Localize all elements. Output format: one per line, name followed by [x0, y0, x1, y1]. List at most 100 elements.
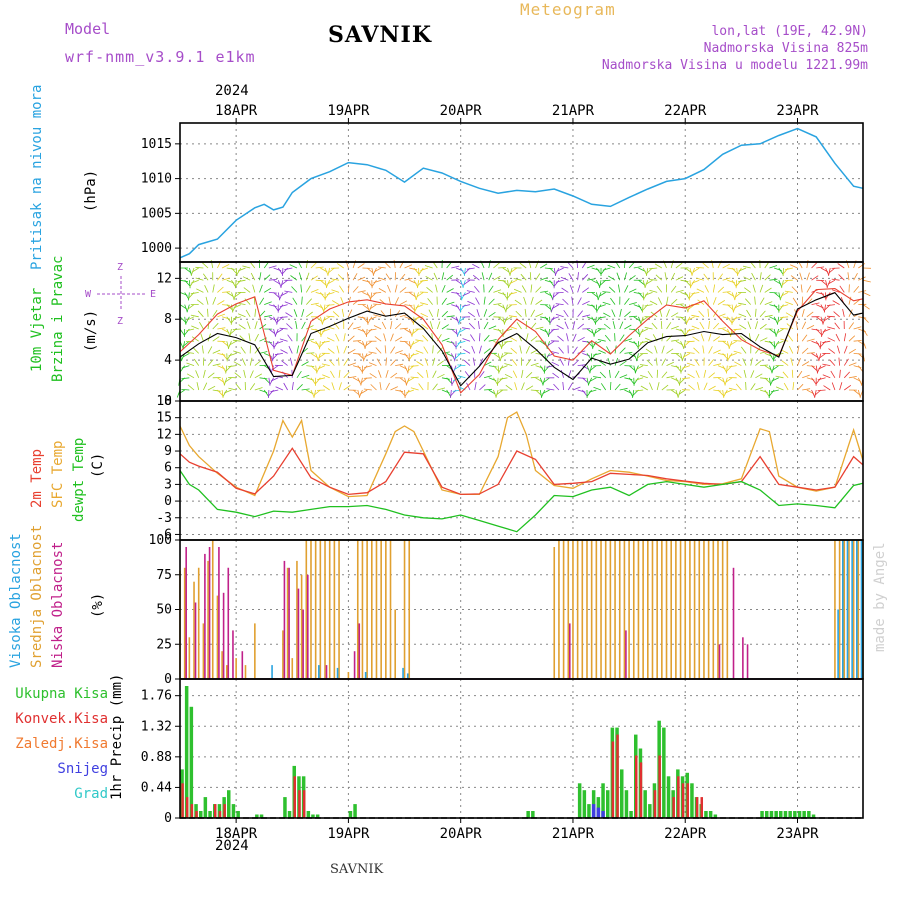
wind-arrow [268, 328, 276, 335]
wind-arrow [582, 377, 589, 384]
wind-arrow [702, 262, 709, 269]
meteogram-label: Meteogram [520, 0, 616, 19]
precip-bar [302, 790, 306, 818]
wind-arrow [437, 373, 445, 379]
precip-bar [255, 814, 259, 818]
wind-arrow [684, 279, 691, 287]
top-day-label: 21APR [552, 103, 595, 119]
wind-arrow [463, 279, 471, 286]
wind-arrow [422, 335, 429, 342]
wind-arrow [310, 275, 318, 281]
wind-arrow [551, 361, 560, 366]
wind-arrow [479, 371, 485, 379]
wind-arrow [540, 316, 549, 319]
wind-arrow [460, 280, 464, 288]
wind-arrow [343, 385, 351, 391]
wind-arrow [647, 370, 653, 379]
wind-arrow [433, 272, 438, 281]
wind-arrow [769, 328, 777, 335]
wind-arrow [535, 389, 542, 396]
wind-arrow [640, 328, 648, 333]
wind-arrow [273, 292, 280, 299]
wind-arrow [352, 389, 360, 396]
wind-arrow [322, 385, 330, 391]
wind-arrow [301, 321, 306, 330]
top-day-label: 22APR [664, 103, 707, 119]
y-tick-label: 0 [164, 494, 172, 509]
precip-bar [315, 814, 320, 818]
wind-arrow [310, 377, 316, 385]
wind-arrow [326, 304, 335, 306]
wind-arrow [535, 353, 544, 356]
wind-arrow [273, 316, 278, 325]
wind-arrow [591, 292, 599, 298]
wind-arrow [295, 321, 298, 330]
wind-arrow [339, 285, 345, 293]
wind-arrow [853, 389, 861, 396]
model-label: Model [65, 20, 111, 38]
wind-arrow [586, 389, 592, 397]
wind-arrow [483, 361, 492, 366]
wind-arrow [544, 316, 551, 324]
wind-arrow [703, 369, 707, 378]
wind-arrow [675, 377, 681, 385]
wind-arrow [722, 353, 729, 360]
wind-arrow [446, 274, 454, 281]
wind-arrow [362, 328, 368, 337]
wind-arrow [207, 321, 210, 330]
wind-arrow [361, 365, 368, 373]
wind-arrow [683, 341, 686, 350]
wind-arrow [212, 297, 217, 305]
wind-arrow [467, 311, 475, 318]
wind-arrow [411, 340, 419, 346]
wind-arrow [735, 280, 738, 289]
wind-arrow [842, 308, 845, 317]
wind-arrow [441, 297, 447, 305]
wind-arrow [645, 348, 653, 354]
y-tick-label: 8 [164, 312, 172, 327]
wind-arrow [827, 337, 836, 342]
wind-arrow [269, 377, 274, 385]
wind-arrow [646, 359, 653, 366]
wind-arrow [582, 314, 591, 318]
wind-arrow [384, 262, 391, 269]
top-day-label: 18APR [215, 103, 258, 119]
precip-bar [807, 811, 811, 818]
wind-arrow [568, 273, 574, 281]
wind-arrow [348, 362, 357, 366]
wind-arrow [310, 302, 319, 305]
wind-arrow [811, 275, 819, 281]
wind-arrow [589, 365, 597, 371]
wind-arrow [521, 382, 525, 391]
wind-arrow [335, 333, 340, 342]
wind-arrow [735, 383, 742, 391]
wind-arrow [454, 353, 457, 362]
wind-arrow [357, 365, 363, 373]
wind-arrow [595, 316, 597, 325]
wind-arrow [556, 267, 564, 272]
wind-arrow [395, 363, 404, 366]
wind-arrow [802, 374, 810, 379]
y-tick-label: 50 [156, 603, 172, 618]
wind-arrow [682, 365, 691, 369]
elevation-label: Nadmorska Visina 825m [703, 41, 868, 56]
wind-arrow [233, 304, 241, 309]
wind-arrow [245, 309, 251, 318]
wind-arrow [226, 353, 232, 361]
wind-arrow [586, 264, 595, 269]
wind-arrow [415, 304, 424, 309]
precip-bar [769, 811, 774, 818]
wind-arrow [654, 263, 663, 269]
wind-arrow [555, 303, 564, 305]
wind-arrow [746, 309, 752, 318]
wind-arrow [847, 272, 850, 281]
wind-arrow [664, 272, 667, 281]
wind-arrow [196, 288, 204, 293]
wind-arrow [816, 292, 825, 295]
wind-arrow [694, 358, 700, 366]
precip-bar [227, 790, 231, 818]
wind-arrow [638, 279, 646, 286]
wind-arrow [747, 321, 752, 330]
wind-arrow [242, 265, 251, 269]
wind-arrow [815, 353, 820, 362]
